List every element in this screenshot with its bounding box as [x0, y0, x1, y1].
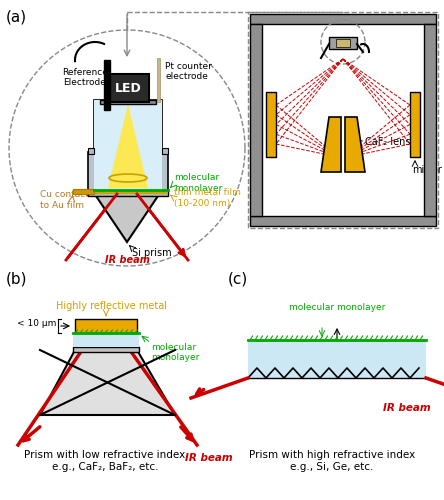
Bar [162, 148, 168, 154]
Bar [262, 24, 424, 216]
Text: molecular
monolayer: molecular monolayer [151, 343, 199, 362]
Text: Reference
Electrode: Reference Electrode [62, 68, 108, 87]
Text: molecular monolayer: molecular monolayer [289, 303, 385, 312]
Bar [156, 58, 159, 102]
Bar [250, 14, 436, 24]
Text: (a): (a) [6, 10, 27, 25]
Bar [248, 340, 426, 378]
Bar [88, 148, 94, 154]
Bar [336, 39, 350, 47]
Bar [73, 347, 139, 352]
Text: CaF₂ lens: CaF₂ lens [365, 137, 411, 147]
Text: mirror: mirror [412, 165, 442, 175]
Text: molecular
monolayer: molecular monolayer [174, 174, 222, 193]
Text: LED: LED [115, 82, 141, 94]
Text: < 10 μm: < 10 μm [16, 320, 56, 328]
Polygon shape [345, 117, 365, 172]
Polygon shape [108, 104, 148, 188]
Bar [88, 190, 168, 196]
Text: IR beam: IR beam [105, 255, 150, 265]
Bar [329, 37, 357, 49]
Text: Si prism: Si prism [132, 248, 172, 258]
Bar [266, 92, 276, 157]
Bar [250, 216, 436, 226]
Polygon shape [88, 100, 168, 195]
Text: (c): (c) [228, 272, 248, 287]
Text: (b): (b) [6, 272, 28, 287]
Bar [73, 333, 139, 347]
Text: IR beam: IR beam [185, 453, 233, 463]
Text: Prism with high refractive index
e.g., Si, Ge, etc.: Prism with high refractive index e.g., S… [249, 450, 415, 471]
Text: Prism with low refractive index
e.g., CaF₂, BaF₂, etc.: Prism with low refractive index e.g., Ca… [24, 450, 186, 471]
Bar [94, 190, 168, 194]
Bar [100, 100, 156, 104]
Text: Cu contact
to Au film: Cu contact to Au film [40, 190, 89, 210]
Text: thin metal film
(10-200 nm): thin metal film (10-200 nm) [174, 188, 241, 208]
Bar [248, 12, 438, 228]
Bar [410, 92, 420, 157]
Bar [107, 74, 149, 102]
Text: IR beam: IR beam [383, 403, 431, 413]
Text: Pt counter
electrode: Pt counter electrode [165, 62, 212, 82]
Bar [250, 24, 262, 216]
Bar [104, 60, 110, 110]
Bar [424, 24, 436, 216]
Bar [75, 319, 137, 333]
Polygon shape [321, 117, 341, 172]
Polygon shape [40, 350, 175, 415]
Bar [94, 100, 162, 195]
Bar [73, 189, 94, 194]
Text: Highly reflective metal: Highly reflective metal [56, 301, 166, 311]
Polygon shape [94, 193, 160, 242]
